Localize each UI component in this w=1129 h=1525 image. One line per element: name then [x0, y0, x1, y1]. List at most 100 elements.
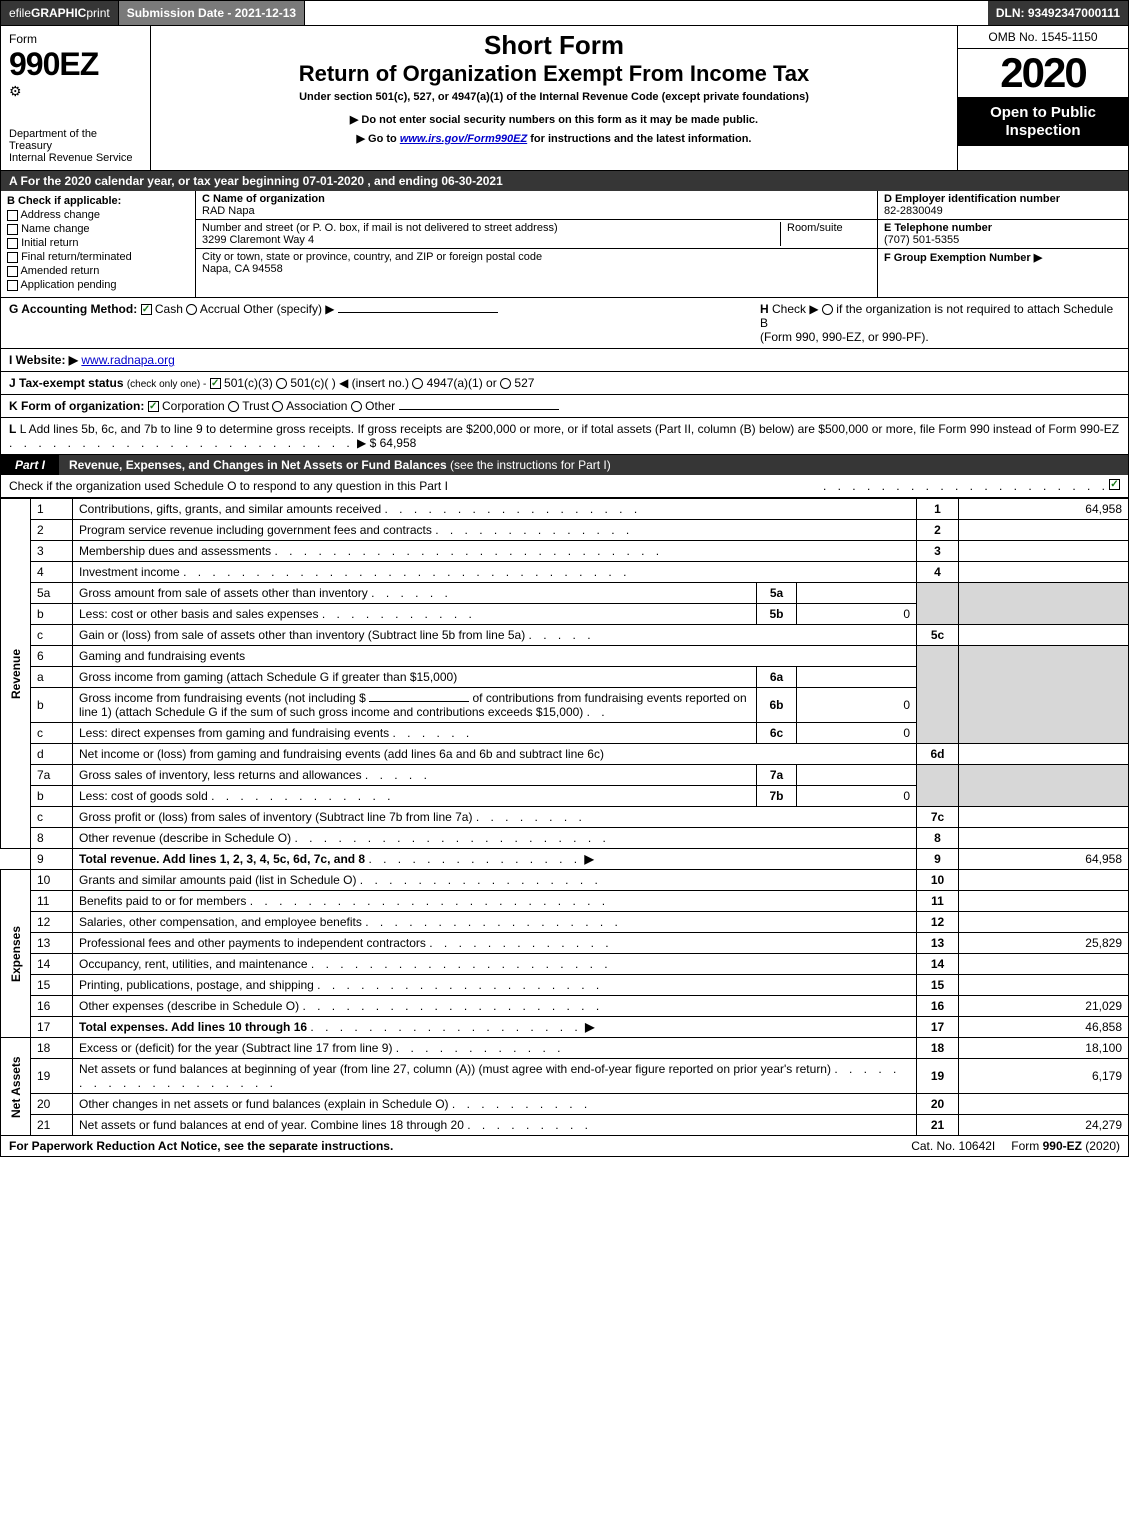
g-label: G Accounting Method: [9, 302, 137, 316]
arrow-icon: ▶ [585, 1020, 594, 1034]
group-exemption-row: F Group Exemption Number ▶ [878, 249, 1128, 266]
expenses-sidecol: Expenses [1, 870, 31, 1038]
j-sub: (check only one) - [127, 379, 206, 390]
row-i: I Website: ▶ www.radnapa.org [0, 349, 1129, 372]
open-line1: Open to Public [960, 104, 1126, 122]
other-specify: Other (specify) ▶ [243, 302, 334, 316]
trust-radio[interactable] [228, 401, 239, 412]
org-name-value: RAD Napa [202, 205, 255, 217]
final-return[interactable]: Final return/terminated [7, 251, 189, 263]
box-1: 1 [917, 499, 959, 520]
initial-return[interactable]: Initial return [7, 237, 189, 249]
open-to-public: Open to Public Inspection [958, 98, 1128, 146]
6b-amount-input[interactable] [369, 701, 469, 702]
irs-label: Internal Revenue Service [9, 152, 142, 164]
cash-label: Cash [155, 302, 183, 316]
line-1-text: Contributions, gifts, grants, and simila… [79, 502, 381, 516]
schedule-o-checkline: Check if the organization used Schedule … [9, 479, 823, 493]
footer: For Paperwork Reduction Act Notice, see … [0, 1136, 1129, 1157]
addr-change[interactable]: Address change [7, 209, 189, 221]
phone-value: (707) 501-5355 [884, 234, 959, 246]
part-i-subline: Check if the organization used Schedule … [0, 475, 1129, 498]
l-text: L Add lines 5b, 6c, and 7b to line 9 to … [20, 422, 1119, 436]
app-pending[interactable]: Application pending [7, 279, 189, 291]
open-line2: Inspection [960, 122, 1126, 140]
city-value: Napa, CA 94558 [202, 263, 283, 275]
ein-row: D Employer identification number 82-2830… [878, 191, 1128, 220]
netassets-sidecol: Net Assets [1, 1038, 31, 1136]
l-amount: ▶ $ 64,958 [357, 436, 416, 450]
row-g-h: G Accounting Method: Cash Accrual Other … [0, 298, 1129, 349]
department-label: Department of the Treasury [9, 128, 142, 152]
amended-return[interactable]: Amended return [7, 265, 189, 277]
assoc-radio[interactable] [272, 401, 283, 412]
return-title: Return of Organization Exempt From Incom… [159, 61, 949, 87]
street-value: 3299 Claremont Way 4 [202, 234, 314, 246]
efile-print-button[interactable]: efile GRAPHIC print [1, 1, 119, 25]
website-label: I Website: ▶ [9, 353, 78, 367]
phone-label: E Telephone number [884, 222, 992, 234]
h-radio[interactable] [822, 304, 833, 315]
street-row: Number and street (or P. O. box, if mail… [196, 220, 877, 249]
4947-radio[interactable] [412, 378, 423, 389]
col-c: C Name of organization RAD Napa Number a… [196, 191, 878, 297]
short-form-title: Short Form [159, 30, 949, 61]
goto-instructions: ▶ Go to www.irs.gov/Form990EZ for instru… [159, 132, 949, 145]
name-change[interactable]: Name change [7, 223, 189, 235]
omb-number: OMB No. 1545-1150 [958, 26, 1128, 49]
b-header: B Check if applicable: [7, 195, 189, 207]
arrow-icon: ▶ [584, 852, 593, 866]
header-center: Short Form Return of Organization Exempt… [151, 26, 958, 170]
col-b: B Check if applicable: Address change Na… [1, 191, 196, 297]
l-dots: . . . . . . . . . . . . . . . . . . . . … [9, 436, 354, 450]
schedule-o-checkbox[interactable] [1109, 479, 1120, 490]
corp-checkbox[interactable] [148, 401, 159, 412]
form-number: 990EZ [9, 46, 142, 83]
org-name-label: C Name of organization [202, 193, 325, 205]
form-word: Form [9, 32, 142, 46]
line-num-1: 1 [31, 499, 73, 520]
k-label: K Form of organization: [9, 399, 144, 413]
street-label: Number and street (or P. O. box, if mail… [202, 222, 558, 234]
form-ref: Form 990-EZ (2020) [1003, 1136, 1128, 1156]
row-k: K Form of organization: Corporation Trus… [0, 395, 1129, 418]
ein-label: D Employer identification number [884, 193, 1060, 205]
city-label: City or town, state or province, country… [202, 251, 542, 263]
part-i-label: Part I [1, 455, 59, 475]
efile-print: print [86, 6, 109, 20]
info-grid: B Check if applicable: Address change Na… [0, 191, 1129, 298]
irs-link[interactable]: www.irs.gov/Form990EZ [400, 133, 527, 145]
city-row: City or town, state or province, country… [196, 249, 877, 277]
topbar: efile GRAPHIC print Submission Date - 20… [0, 0, 1129, 26]
cash-checkbox[interactable] [141, 304, 152, 315]
part-i-title: Revenue, Expenses, and Changes in Net As… [59, 455, 621, 475]
row-l: L L Add lines 5b, 6c, and 7b to line 9 t… [0, 418, 1129, 455]
efile-graphic: GRAPHIC [31, 6, 86, 20]
col-d: D Employer identification number 82-2830… [878, 191, 1128, 297]
website-link[interactable]: www.radnapa.org [81, 353, 174, 367]
l-label: L [9, 422, 16, 436]
room-label: Room/suite [787, 222, 843, 234]
line-table: Revenue 1 Contributions, gifts, grants, … [0, 498, 1129, 1136]
phone-row: E Telephone number (707) 501-5355 [878, 220, 1128, 249]
header-left: Form 990EZ ⚙ Department of the Treasury … [1, 26, 151, 170]
part-i-bar: Part I Revenue, Expenses, and Changes in… [0, 455, 1129, 475]
other-org-input[interactable] [399, 409, 559, 410]
form-header: Form 990EZ ⚙ Department of the Treasury … [0, 26, 1129, 171]
accrual-radio[interactable] [186, 304, 197, 315]
tax-year: 2020 [958, 49, 1128, 98]
paperwork-notice: For Paperwork Reduction Act Notice, see … [1, 1136, 903, 1156]
ssn-warning: ▶ Do not enter social security numbers o… [159, 113, 949, 126]
submission-date-label: Submission Date - 2021-12-13 [119, 1, 305, 25]
501c-radio[interactable] [276, 378, 287, 389]
h-txt3: (Form 990, 990-EZ, or 990-PF). [760, 330, 929, 344]
row-j: J Tax-exempt status (check only one) - 5… [0, 372, 1129, 395]
501c3-checkbox[interactable] [210, 378, 221, 389]
527-radio[interactable] [500, 378, 511, 389]
revenue-sidecol: Revenue [1, 499, 31, 849]
h-label: H [760, 302, 769, 316]
other-specify-input[interactable] [338, 312, 498, 313]
j-label: J Tax-exempt status [9, 376, 124, 390]
goto-post: for instructions and the latest informat… [530, 133, 751, 145]
other-org-radio[interactable] [351, 401, 362, 412]
